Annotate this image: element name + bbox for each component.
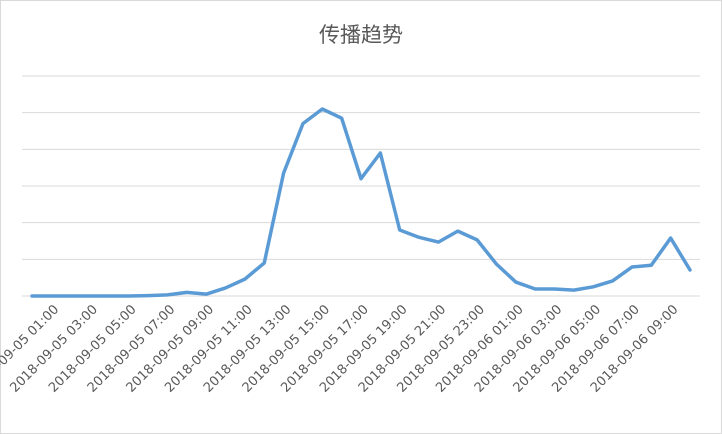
chart-title: 传播趋势 <box>319 23 403 47</box>
line-series <box>30 107 692 298</box>
